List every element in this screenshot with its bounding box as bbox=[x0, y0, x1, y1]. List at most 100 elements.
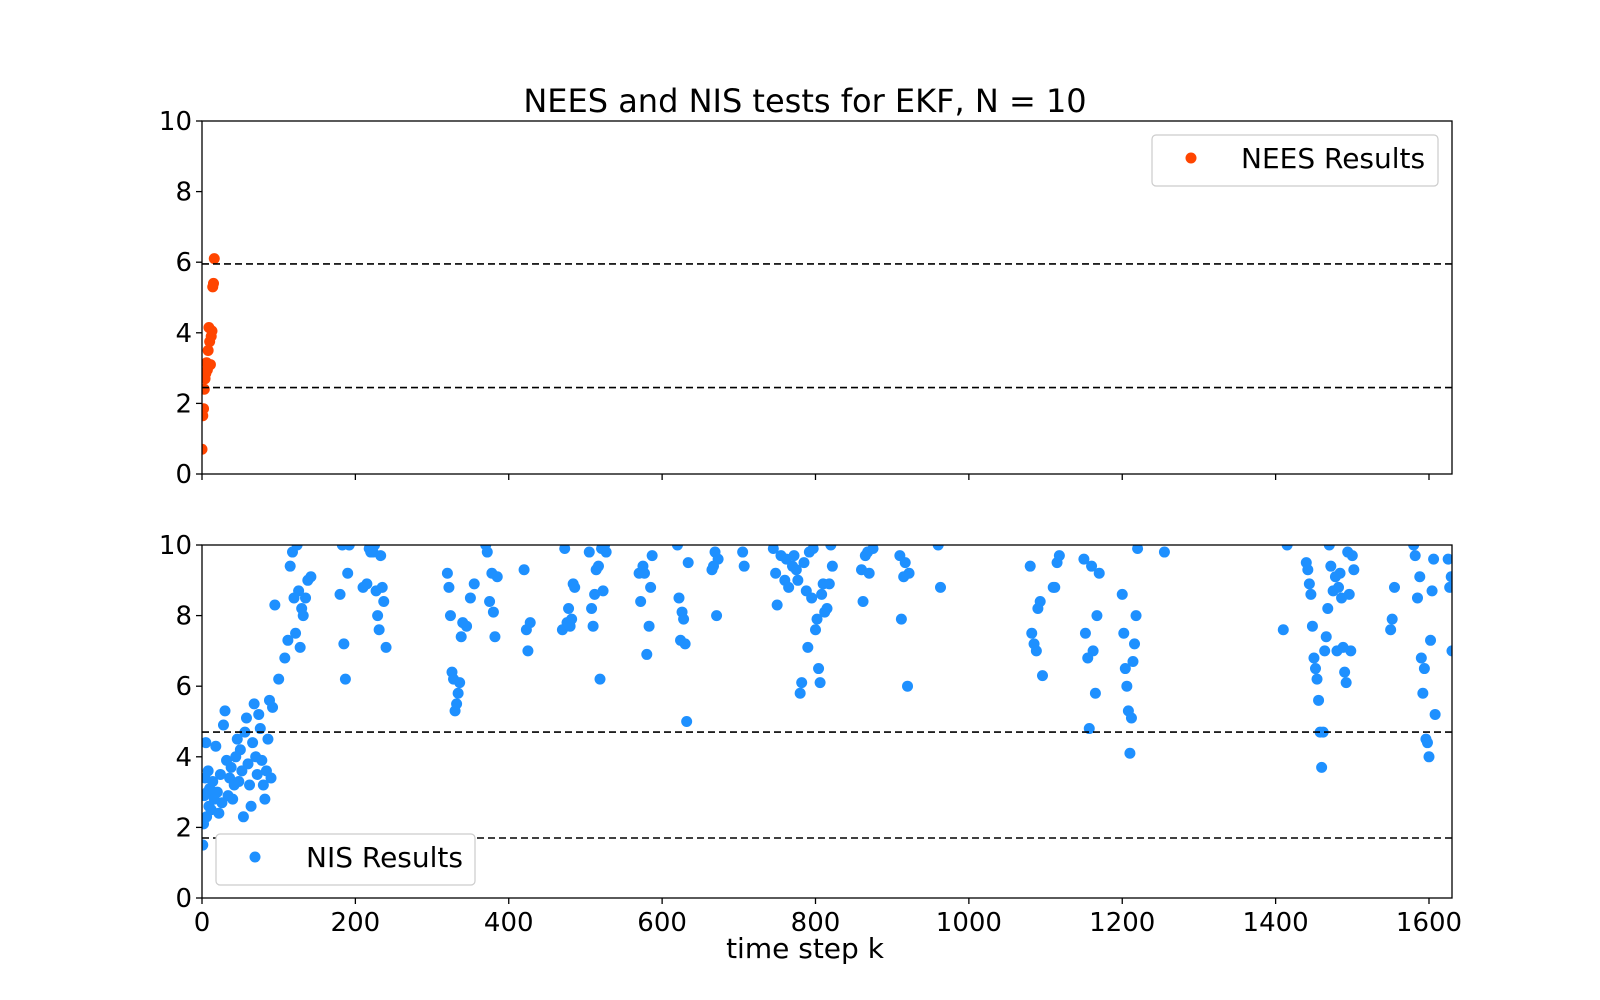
data-point bbox=[1445, 571, 1452, 583]
data-point bbox=[214, 768, 226, 780]
data-point bbox=[342, 567, 354, 579]
data-point bbox=[646, 550, 658, 562]
data-point bbox=[825, 545, 837, 551]
x-tick-label: 1600 bbox=[1396, 908, 1462, 938]
data-point bbox=[712, 553, 724, 565]
data-point bbox=[1305, 588, 1317, 600]
x-tick-label: 0 bbox=[194, 908, 211, 938]
data-point bbox=[1317, 726, 1329, 738]
data-point bbox=[282, 634, 294, 646]
data-point bbox=[583, 546, 595, 558]
data-point bbox=[204, 359, 216, 371]
data-point bbox=[638, 567, 650, 579]
data-point bbox=[343, 545, 355, 551]
data-point bbox=[1308, 652, 1320, 664]
data-point bbox=[202, 737, 212, 749]
data-point bbox=[273, 673, 285, 685]
data-point bbox=[262, 733, 274, 745]
data-point bbox=[1118, 627, 1130, 639]
x-tick-label: 200 bbox=[331, 908, 381, 938]
y-tick-label: 2 bbox=[175, 389, 192, 419]
data-point bbox=[1348, 564, 1360, 576]
x-tick-label: 1200 bbox=[1089, 908, 1155, 938]
data-point bbox=[1277, 624, 1289, 636]
y-tick-label: 0 bbox=[175, 460, 192, 490]
data-point bbox=[441, 567, 453, 579]
data-point bbox=[1313, 694, 1325, 706]
data-point bbox=[559, 545, 571, 555]
data-point bbox=[217, 719, 229, 731]
data-point bbox=[1429, 708, 1441, 720]
data-point bbox=[452, 687, 464, 699]
data-point bbox=[1129, 638, 1141, 650]
y-tick-label: 4 bbox=[175, 319, 192, 349]
nees-points bbox=[202, 253, 220, 455]
data-point bbox=[807, 545, 819, 555]
data-point bbox=[1345, 645, 1357, 657]
data-point bbox=[1334, 567, 1346, 579]
data-point bbox=[248, 698, 260, 710]
nees-y-ticks: 0 2 4 6 8 10 bbox=[159, 107, 202, 490]
x-tick-label: 800 bbox=[791, 908, 841, 938]
data-point bbox=[1386, 613, 1398, 625]
data-point bbox=[641, 648, 653, 660]
data-point bbox=[1119, 663, 1131, 675]
data-point bbox=[806, 592, 818, 604]
data-point bbox=[1340, 677, 1352, 689]
data-point bbox=[208, 277, 220, 289]
nees-x-ticks bbox=[201, 474, 1430, 480]
data-point bbox=[770, 567, 782, 579]
nis-panel: 0 2 4 6 8 10 0 200 400 600 800 1000 1200 1400 1600 NI… bbox=[159, 531, 1462, 938]
data-point bbox=[1302, 564, 1314, 576]
data-point bbox=[1121, 680, 1133, 692]
data-point bbox=[587, 620, 599, 632]
data-point bbox=[256, 754, 268, 766]
data-point bbox=[899, 557, 911, 569]
data-point bbox=[798, 557, 810, 569]
data-point bbox=[455, 631, 467, 643]
data-point bbox=[376, 581, 388, 593]
nis-bounds bbox=[202, 731, 1452, 839]
data-point bbox=[484, 595, 496, 607]
data-point bbox=[454, 677, 466, 689]
data-point bbox=[1125, 712, 1137, 724]
data-point bbox=[231, 733, 243, 745]
data-point bbox=[1053, 550, 1065, 562]
data-point bbox=[294, 641, 306, 653]
data-point bbox=[1091, 610, 1103, 622]
data-point bbox=[771, 599, 783, 611]
data-point bbox=[794, 687, 806, 699]
data-point bbox=[934, 581, 946, 593]
y-tick-label: 6 bbox=[175, 672, 192, 702]
data-point bbox=[219, 705, 231, 717]
data-point bbox=[253, 708, 265, 720]
data-point bbox=[792, 574, 804, 586]
data-point bbox=[339, 673, 351, 685]
data-point bbox=[1079, 627, 1091, 639]
data-point bbox=[563, 603, 575, 615]
legend-box bbox=[215, 833, 476, 886]
data-point bbox=[809, 624, 821, 636]
nis-axes-frame bbox=[201, 544, 1453, 899]
data-point bbox=[682, 557, 694, 569]
data-point bbox=[586, 603, 598, 615]
data-point bbox=[1411, 592, 1423, 604]
data-point bbox=[1132, 545, 1144, 555]
x-tick-label: 400 bbox=[484, 908, 534, 938]
data-point bbox=[767, 545, 779, 555]
data-point bbox=[240, 712, 252, 724]
y-tick-label: 8 bbox=[175, 602, 192, 632]
data-point bbox=[444, 610, 456, 622]
data-point bbox=[279, 652, 291, 664]
data-point bbox=[297, 610, 309, 622]
data-point bbox=[372, 610, 384, 622]
x-axis-label: time step k bbox=[726, 932, 885, 965]
data-point bbox=[269, 599, 281, 611]
data-point bbox=[227, 793, 239, 805]
data-point bbox=[597, 585, 609, 597]
data-point bbox=[208, 253, 220, 265]
data-point bbox=[244, 779, 256, 791]
y-tick-label: 10 bbox=[159, 107, 192, 137]
data-point bbox=[1323, 545, 1335, 551]
